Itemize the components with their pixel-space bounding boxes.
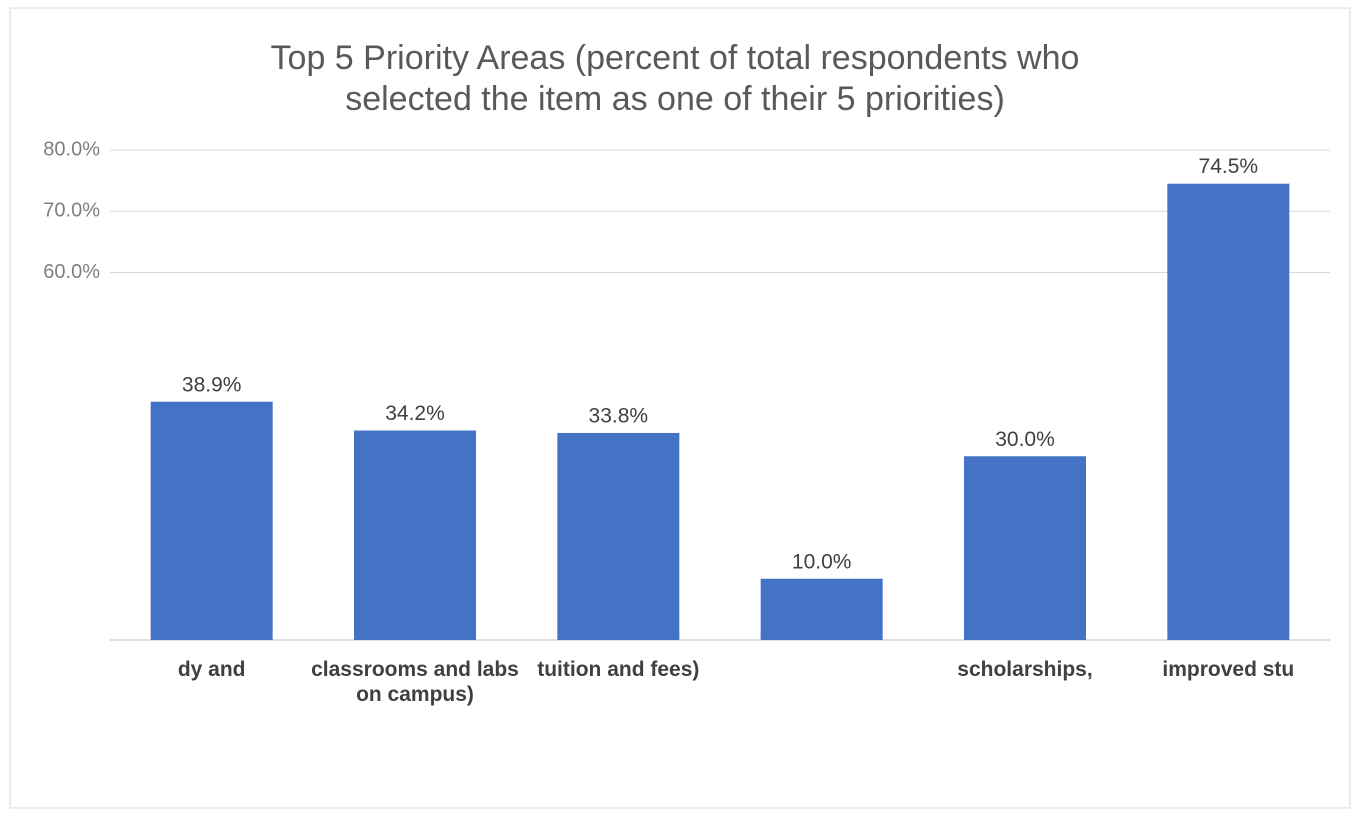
x-tick-label: scholarships, xyxy=(957,658,1092,681)
bar xyxy=(761,579,883,640)
x-tick-label: dy and xyxy=(178,658,246,681)
bar xyxy=(151,402,273,640)
bar xyxy=(354,431,476,640)
bar xyxy=(557,433,679,640)
y-tick-label: 70.0% xyxy=(43,200,100,222)
data-label: 10.0% xyxy=(792,550,852,573)
bar xyxy=(964,456,1086,640)
data-label: 74.5% xyxy=(1199,155,1259,178)
x-tick-label: improved stu xyxy=(1162,658,1294,681)
x-tick-label: tuition and fees) xyxy=(537,658,699,681)
y-tick-label: 80.0% xyxy=(43,138,100,160)
data-label: 30.0% xyxy=(995,428,1055,451)
page: {"chart_data": {"type": "bar", "title": … xyxy=(0,0,1359,818)
data-label: 33.8% xyxy=(589,405,649,428)
y-tick-label: 60.0% xyxy=(43,261,100,283)
data-label: 38.9% xyxy=(182,373,242,396)
data-label: 34.2% xyxy=(385,402,445,425)
chart: Top 5 Priority Areas (percent of total r… xyxy=(0,0,1359,818)
bar xyxy=(1167,184,1289,640)
